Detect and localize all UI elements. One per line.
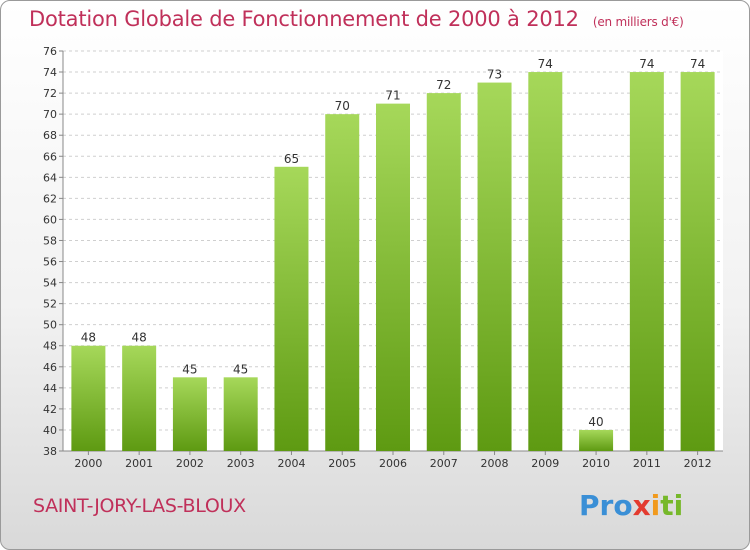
y-tick-label: 46 [43,361,57,374]
x-tick-label: 2010 [582,457,610,470]
x-tick-label: 2012 [684,457,712,470]
y-tick-label: 76 [43,45,57,58]
unit-note: (en milliers d'€) [592,15,684,29]
bar [274,166,309,451]
bar-value-label: 40 [588,415,603,429]
bar-value-label: 73 [487,68,502,82]
x-tick-label: 2000 [74,457,102,470]
bar [680,72,715,451]
y-tick-label: 66 [43,150,57,163]
chart-title: Dotation Globale de Fonctionnement de 20… [29,7,684,31]
bar-value-label: 74 [639,57,654,71]
bar [579,429,614,451]
y-tick-label: 58 [43,234,57,247]
bar [477,82,512,451]
y-tick-label: 50 [43,319,57,332]
title-text: Dotation Globale de Fonctionnement de 20… [29,7,579,31]
commune-name: SAINT-JORY-LAS-BLOUX [33,495,246,517]
y-tick-label: 68 [43,129,57,142]
y-tick-label: 44 [43,382,57,395]
y-tick-label: 70 [43,108,57,121]
bar [172,377,207,451]
logo-part-2: x [632,489,651,522]
y-tick-label: 40 [43,424,57,437]
bar-value-label: 72 [436,78,451,92]
logo-part-1: Pro [579,489,633,522]
x-tick-label: 2006 [379,457,407,470]
x-tick-label: 2007 [430,457,458,470]
proxiti-logo: Proxiti [579,489,683,522]
logo-part-4: ti [660,489,684,522]
bar-value-label: 71 [385,89,400,103]
bar [325,114,360,451]
y-tick-label: 64 [43,171,57,184]
y-tick-label: 74 [43,66,57,79]
y-tick-label: 72 [43,87,57,100]
bar-value-label: 74 [538,57,553,71]
y-tick-label: 62 [43,192,57,205]
bar [629,72,664,451]
bar [528,72,563,451]
bar-value-label: 70 [335,99,350,113]
x-tick-label: 2004 [277,457,305,470]
y-tick-label: 48 [43,340,57,353]
x-tick-label: 2011 [633,457,661,470]
x-tick-label: 2002 [176,457,204,470]
bar [426,93,461,452]
y-tick-label: 52 [43,298,57,311]
bar [71,345,106,451]
bar [223,377,258,451]
x-tick-label: 2001 [125,457,153,470]
x-tick-label: 2003 [227,457,255,470]
y-tick-label: 56 [43,256,57,269]
logo-part-3: i [650,489,661,522]
x-tick-label: 2008 [481,457,509,470]
y-tick-label: 42 [43,403,57,416]
bar-value-label: 45 [233,362,248,376]
bar-value-label: 48 [81,331,96,345]
x-tick-label: 2009 [531,457,559,470]
x-tick-label: 2005 [328,457,356,470]
y-tick-label: 54 [43,277,57,290]
y-tick-label: 38 [43,445,57,458]
bar-value-label: 74 [690,57,705,71]
bar [122,345,157,451]
y-tick-label: 60 [43,213,57,226]
bar [376,103,410,451]
bar-value-label: 65 [284,152,299,166]
bar-value-label: 45 [182,362,197,376]
bar-value-label: 48 [132,331,147,345]
